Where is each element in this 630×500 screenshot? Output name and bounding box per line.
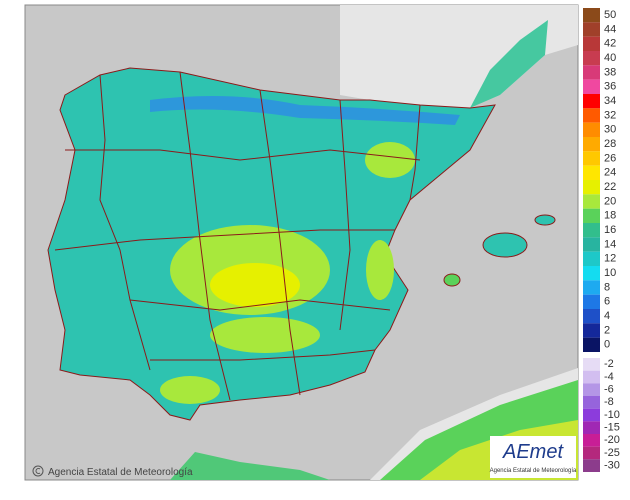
legend-swatch [583,79,600,94]
legend-swatch [583,151,600,166]
legend-label: 14 [604,238,616,250]
legend-label: 44 [604,23,616,35]
legend-swatch [583,137,600,152]
legend-swatch [583,122,600,137]
province-borders [54,71,421,401]
legend-label: 24 [604,167,616,179]
legend-label: 10 [604,267,616,279]
legend-label: 8 [604,281,610,293]
legend-swatch [583,180,600,195]
legend-label: -15 [604,422,620,434]
warm-area [365,142,415,178]
france [340,5,578,108]
legend-swatch [583,383,600,396]
legend-swatch [583,294,600,309]
france-color [470,20,548,108]
legend-label: 38 [604,66,616,78]
legend-label: -8 [604,396,614,408]
legend-label: 50 [604,9,616,21]
legend-label: -30 [604,460,620,472]
legend-swatch [583,94,600,109]
legend-label: 26 [604,152,616,164]
copyright-icon-c [35,468,41,474]
legend-label: 2 [604,324,610,336]
legend-swatch [583,194,600,209]
legend-swatch [583,358,600,371]
legend-swatch [583,22,600,37]
hot-area [210,263,300,307]
legend-swatch [583,208,600,223]
ibiza [443,273,461,287]
menorca [534,214,556,226]
legend-label: 32 [604,109,616,121]
legend-swatch [583,280,600,295]
legend-swatch [583,36,600,51]
legend-swatch [583,337,600,352]
mallorca [482,232,528,258]
legend-swatch [583,237,600,252]
legend-swatch [583,108,600,123]
legend-label: -10 [604,409,620,421]
legend-label: 0 [604,339,610,351]
legend-label: 12 [604,253,616,265]
copyright-text: Agencia Estatal de Meteorología [48,467,193,478]
legend-swatch [583,434,600,447]
legend-swatch [583,370,600,384]
legend-label: -6 [604,384,614,396]
legend-label: 34 [604,95,616,107]
legend-swatch [583,323,600,338]
legend-label: 36 [604,81,616,93]
legend: 5044424038363432302826242220181614121086… [583,8,620,472]
legend-label: 16 [604,224,616,236]
warm-area [210,317,320,353]
legend-label: 4 [604,310,610,322]
legend-label: -4 [604,371,614,383]
logo-subtitle: Agencia Estatal de Meteorología [490,468,577,474]
legend-label: 42 [604,38,616,50]
legend-swatch [583,421,600,434]
legend-swatch [583,51,600,66]
legend-label: 18 [604,210,616,222]
legend-swatch [583,65,600,80]
mountains-cold [150,96,460,125]
legend-label: 6 [604,296,610,308]
legend-label: 20 [604,195,616,207]
legend-swatch [583,408,600,422]
legend-swatch [583,165,600,180]
warm-area [160,376,220,404]
legend-swatch [583,251,600,266]
warm-area [366,240,394,300]
legend-swatch [583,396,600,409]
legend-swatch [583,8,600,23]
logo-box [490,436,576,478]
legend-label: 22 [604,181,616,193]
legend-label: 30 [604,124,616,136]
legend-swatch [583,446,600,460]
legend-label: 28 [604,138,616,150]
legend-swatch [583,459,600,472]
legend-label: 40 [604,52,616,64]
legend-label: -2 [604,358,614,370]
legend-label: -25 [604,447,620,459]
legend-swatch [583,266,600,281]
africa-west [170,452,330,480]
logo-name: AEmet [502,441,564,463]
legend-label: -20 [604,434,620,446]
legend-swatch [583,223,600,238]
copyright-icon [32,465,44,477]
legend-swatch [583,309,600,324]
